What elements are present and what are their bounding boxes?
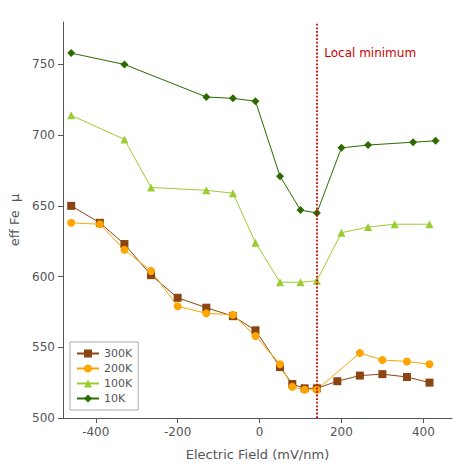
- svg-text:500: 500: [32, 411, 55, 425]
- svg-text:550: 550: [32, 340, 55, 354]
- svg-text:eff Fe μ: eff Fe μ: [7, 194, 22, 246]
- svg-text:400: 400: [412, 425, 435, 439]
- svg-text:-400: -400: [82, 425, 109, 439]
- svg-text:100K: 100K: [104, 377, 133, 390]
- svg-text:700: 700: [32, 128, 55, 142]
- svg-text:300K: 300K: [104, 347, 133, 360]
- svg-text:600: 600: [32, 270, 55, 284]
- svg-text:750: 750: [32, 57, 55, 71]
- svg-text:Local minimum: Local minimum: [324, 46, 416, 60]
- svg-text:10K: 10K: [104, 392, 126, 405]
- svg-text:200K: 200K: [104, 362, 133, 375]
- svg-text:0: 0: [256, 425, 264, 439]
- svg-text:650: 650: [32, 199, 55, 213]
- svg-text:Electric Field (mV/nm): Electric Field (mV/nm): [186, 447, 329, 462]
- svg-text:-200: -200: [164, 425, 191, 439]
- svg-text:200: 200: [330, 425, 353, 439]
